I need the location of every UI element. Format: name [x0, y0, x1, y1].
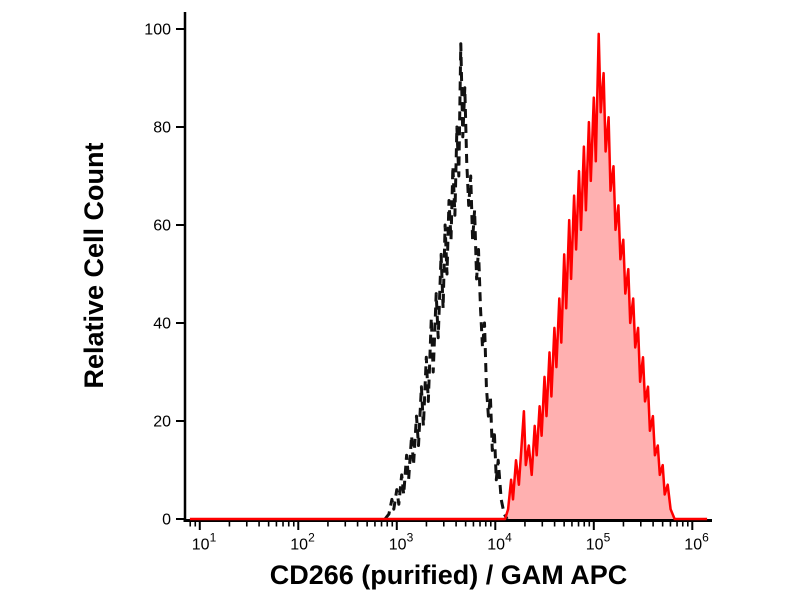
black-dashed-histogram-line	[383, 42, 509, 520]
x-tick-label: 106	[684, 531, 709, 554]
x-tick-label: 102	[290, 531, 315, 554]
red-filled-histogram-line	[189, 32, 708, 521]
y-tick-label: 0	[162, 512, 171, 529]
red-filled-histogram-fill	[189, 33, 708, 520]
x-tick-label: 101	[192, 531, 217, 554]
x-tick-label: 105	[586, 531, 611, 554]
y-tick-label: 80	[153, 120, 171, 137]
x-tick-label: 104	[487, 531, 512, 554]
y-tick-label: 100	[144, 22, 171, 39]
y-tick-label: 60	[153, 218, 171, 235]
y-tick-label: 20	[153, 414, 171, 431]
y-tick-label: 40	[153, 316, 171, 333]
x-axis-title: CD266 (purified) / GAM APC	[270, 560, 628, 590]
x-tick-label: 103	[389, 531, 414, 554]
y-axis-title: Relative Cell Count	[79, 142, 109, 388]
